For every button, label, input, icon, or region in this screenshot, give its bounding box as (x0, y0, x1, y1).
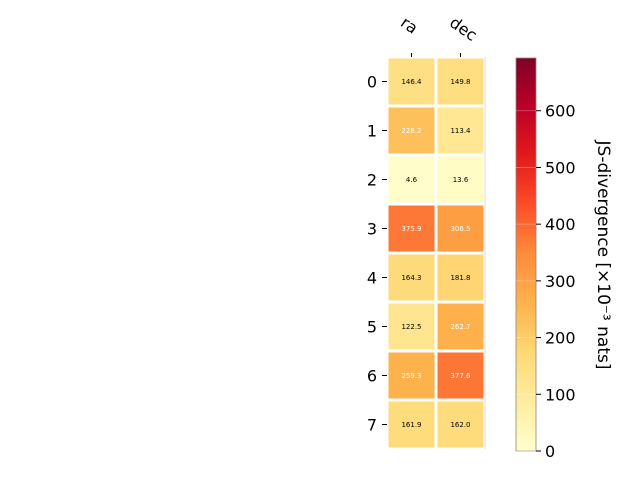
cell-value-label: 262.7 (450, 323, 470, 331)
row-tick-labels: 0 1 2 3 4 5 6 7 (367, 73, 387, 435)
cell-value-label: 228.2 (401, 127, 421, 135)
row-tick-label: 5 (367, 318, 377, 337)
heatmap-cell (388, 107, 435, 154)
heatmap-cell (437, 156, 484, 203)
cell-value-label: 259.3 (401, 372, 421, 380)
cell-value-label: 13.6 (453, 176, 469, 184)
colorbar-tick-label: 300 (545, 272, 576, 291)
heatmap-cell (388, 58, 435, 105)
cell-value-label: 306.5 (450, 225, 470, 233)
colorbar-tick-label: 100 (545, 385, 576, 404)
row-tick-label: 4 (367, 269, 377, 288)
cell-value-label: 161.9 (401, 421, 421, 429)
row-tick-label: 0 (367, 73, 377, 92)
row-tick-label: 2 (367, 171, 377, 190)
column-tick-label: dec (446, 13, 480, 45)
heatmap-cell (388, 303, 435, 350)
heatmap-cell (437, 58, 484, 105)
colorbar-tick-label: 600 (545, 102, 576, 121)
row-tick-label: 1 (367, 122, 377, 141)
colorbar-tick-label: 200 (545, 329, 576, 348)
cell-value-label: 377.6 (450, 372, 471, 380)
heatmap-cell (388, 205, 435, 252)
row-tick-label: 6 (367, 367, 377, 386)
cell-value-label: 4.6 (406, 176, 418, 184)
heatmap-cell (437, 205, 484, 252)
row-tick-label: 7 (367, 416, 377, 435)
row-tick-label: 3 (367, 220, 377, 239)
colorbar-tick-label: 0 (545, 442, 555, 461)
cell-value-label: 164.3 (401, 274, 421, 282)
colorbar-tick-label: 400 (545, 215, 576, 234)
cell-value-label: 375.9 (401, 225, 421, 233)
colorbar-label: JS-divergence [×10⁻³ nats] (593, 140, 613, 370)
cell-value-label: 162.0 (450, 421, 470, 429)
heatmap-cells: 146.4 149.8 228.2 113.4 4.6 13.6 375.9 306.5 164… (388, 57, 486, 449)
heatmap-cell (437, 303, 484, 350)
column-tick-label: ra (397, 13, 421, 38)
heatmap-cell (437, 254, 484, 301)
heatmap-cell (388, 156, 435, 203)
heatmap-cell (388, 401, 435, 448)
heatmap-cell (388, 352, 435, 399)
colorbar-bar (515, 57, 537, 452)
heatmap-cell (437, 352, 484, 399)
cell-value-label: 122.5 (401, 323, 421, 331)
colorbar-tick-label: 500 (545, 158, 576, 177)
cell-value-label: 146.4 (401, 78, 422, 86)
cell-value-label: 113.4 (450, 127, 471, 135)
cell-value-label: 181.8 (450, 274, 470, 282)
heatmap-cell (388, 254, 435, 301)
heatmap-cell (437, 107, 484, 154)
cell-value-label: 149.8 (450, 78, 470, 86)
heatmap-cell (437, 401, 484, 448)
colorbar: 0 100 200 300 400 500 600 (515, 57, 576, 461)
column-tick-labels: ra dec (397, 13, 481, 57)
